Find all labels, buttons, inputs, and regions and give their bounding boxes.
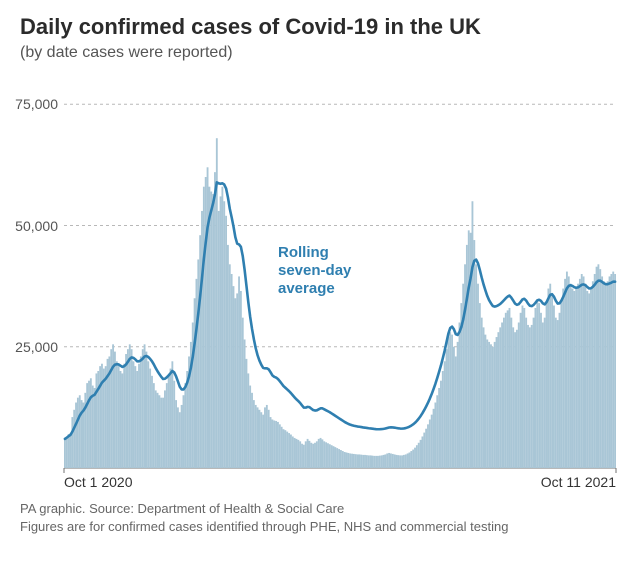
y-tick-label: 50,000 bbox=[4, 218, 58, 234]
source-line-1: PA graphic. Source: Department of Health… bbox=[20, 500, 620, 518]
chart-area: 25,00050,00075,000 Oct 1 2020 Oct 11 202… bbox=[20, 72, 620, 492]
chart-title: Daily confirmed cases of Covid-19 in the… bbox=[20, 14, 620, 40]
source-footer: PA graphic. Source: Department of Health… bbox=[20, 500, 620, 535]
y-tick-label: 25,000 bbox=[4, 339, 58, 355]
y-tick-label: 75,000 bbox=[4, 96, 58, 112]
source-line-2: Figures are for confirmed cases identifi… bbox=[20, 518, 620, 536]
x-start-label: Oct 1 2020 bbox=[64, 474, 133, 490]
x-end-label: Oct 11 2021 bbox=[541, 474, 616, 490]
rolling-average-annotation: Rollingseven-dayaverage bbox=[278, 244, 351, 298]
chart-subtitle: (by date cases were reported) bbox=[20, 44, 620, 62]
chart-container: Daily confirmed cases of Covid-19 in the… bbox=[0, 0, 640, 586]
